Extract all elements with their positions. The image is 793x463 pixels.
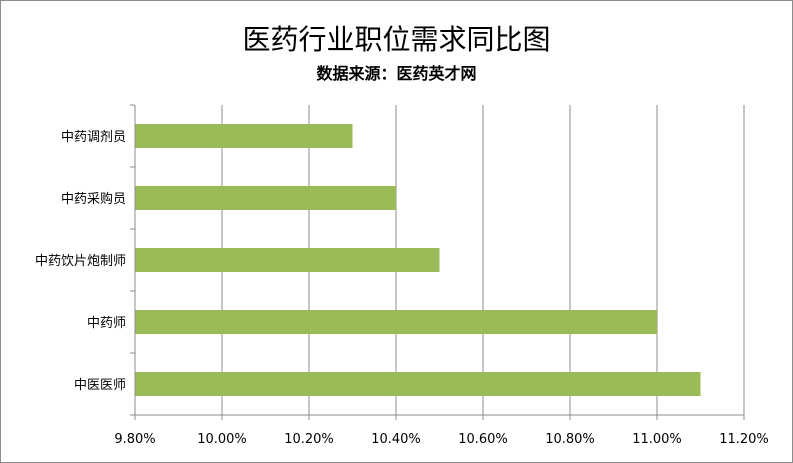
axes [130,104,745,420]
bar [135,372,701,396]
category-label: 中药饮片炮制师 [35,254,126,269]
x-tick-label: 10.80% [545,432,595,447]
x-tick-label: 9.80% [114,432,155,447]
category-label: 中医医师 [74,378,126,393]
x-tick-label: 10.60% [458,432,508,447]
bars [135,124,701,396]
bar [135,310,657,334]
category-label: 中药师 [87,316,126,331]
chart-subtitle: 数据来源：医药英才网 [316,64,477,83]
x-tick-label: 11.20% [719,432,769,447]
bar [135,248,440,272]
x-tick-label: 10.20% [284,432,334,447]
bar [135,124,353,148]
category-label: 中药调剂员 [61,130,126,145]
gridlines [221,105,745,415]
x-tick-label: 10.40% [371,432,421,447]
chart-title: 医药行业职位需求同比图 [242,23,551,56]
x-tick-label: 10.00% [197,432,247,447]
bar [135,186,396,210]
tick-labels: 9.80% 10.00% 10.20% 10.40% 10.60% 10.80% 11.00… [35,130,769,447]
category-label: 中药采购员 [61,191,126,207]
x-tick-label: 11.00% [632,432,682,447]
